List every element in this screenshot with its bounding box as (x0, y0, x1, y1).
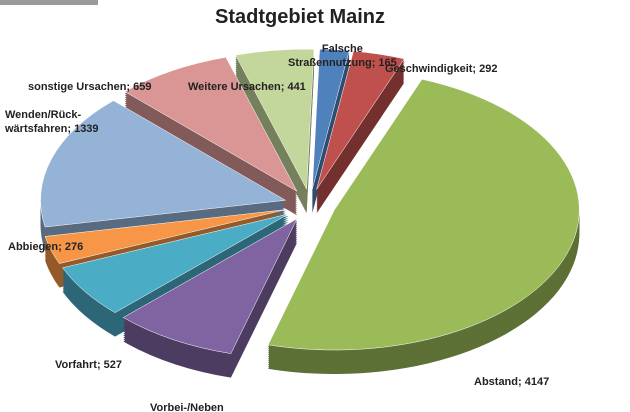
pie-slice (235, 48, 315, 191)
pie-slice (40, 100, 287, 228)
data-label: Abbiegen; 276 (8, 241, 84, 253)
pie-slice (62, 213, 289, 313)
data-label: Weitere Ursachen; 441 (188, 81, 306, 93)
pie-slice (267, 79, 580, 351)
pie-slice (312, 48, 350, 190)
pie-slice (122, 218, 298, 354)
window-edge (0, 0, 98, 5)
data-label: Abstand; 4147 (474, 376, 550, 388)
chart-title: Stadtgebiet Mainz (214, 6, 385, 28)
data-label: Vorbei-/Neben (150, 402, 224, 412)
data-label: sonstige Ursachen; 659 (28, 81, 152, 93)
pie-slice (44, 209, 286, 264)
data-label: Vorfahrt; 527 (55, 359, 123, 371)
pie-slice (316, 50, 405, 190)
data-label: Geschwindigkeit; 292 (385, 63, 498, 75)
pie-slice (124, 56, 298, 192)
data-label: Wenden/Rück- wärtsfahren; 1339 (5, 109, 99, 135)
data-label: Falsche Straßennutzung; 165 (288, 43, 397, 69)
